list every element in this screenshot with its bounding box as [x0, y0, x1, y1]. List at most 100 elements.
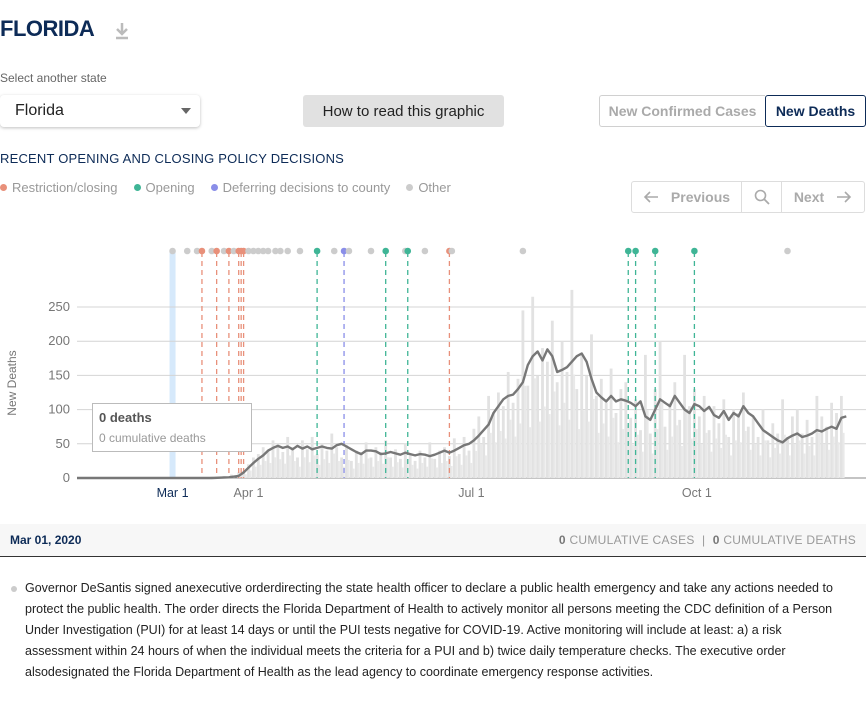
daily-bar	[710, 451, 713, 478]
daily-bar	[570, 289, 574, 478]
deaths-chart[interactable]: 0 50 100 150 200 250 New Deaths Mar 1 Apr 1 Jul 1…	[0, 235, 866, 515]
legend-deferring: Deferring decisions to county	[210, 180, 390, 195]
cumulative-deaths-label: CUMULATIVE DEATHS	[723, 533, 856, 547]
cumulative-cases-value: 0	[558, 533, 566, 547]
daily-bar	[516, 378, 520, 478]
policy-event-dot	[330, 247, 338, 255]
daily-bar	[538, 421, 541, 478]
state-select-value: Florida	[15, 102, 64, 119]
daily-bar	[315, 454, 319, 478]
daily-bar	[558, 425, 561, 478]
policy-event-dot	[632, 247, 639, 255]
policy-event-dot	[784, 247, 791, 255]
daily-bar	[247, 464, 250, 478]
daily-bar	[308, 462, 311, 478]
daily-bar	[697, 416, 701, 478]
page-title: FLORIDA	[0, 16, 95, 41]
y-tick-label: 250	[48, 299, 70, 314]
policy-event-dot	[313, 247, 321, 255]
download-icon[interactable]	[113, 21, 131, 41]
daily-bar	[462, 436, 466, 478]
policy-event-dot	[519, 247, 527, 255]
toggle-new-cases[interactable]: New Confirmed Cases	[599, 95, 765, 127]
legend-opening: Opening	[133, 180, 195, 195]
next-button[interactable]: Next	[782, 182, 864, 212]
daily-bar	[418, 450, 422, 478]
daily-bar	[274, 457, 277, 478]
y-tick-label: 200	[48, 333, 70, 348]
policy-event-dot	[245, 247, 252, 255]
daily-bar	[707, 430, 711, 478]
daily-bar	[408, 454, 412, 478]
daily-bar	[421, 462, 424, 478]
daily-bar	[506, 371, 510, 478]
zoom-button[interactable]	[742, 182, 782, 212]
daily-bar	[543, 406, 546, 478]
daily-bar	[367, 458, 370, 478]
daily-bar	[369, 457, 373, 478]
daily-bar	[599, 378, 603, 478]
daily-bar	[744, 430, 747, 478]
daily-bar	[531, 296, 535, 478]
daily-bar	[798, 440, 801, 478]
daily-bar	[800, 433, 804, 478]
daily-bar	[661, 402, 664, 478]
daily-bar	[337, 461, 340, 478]
daily-bar	[340, 457, 343, 478]
daily-bar	[283, 463, 286, 478]
caret-down-icon	[181, 108, 191, 114]
daily-bar	[572, 374, 576, 478]
daily-bar	[359, 452, 363, 478]
daily-bar	[352, 468, 355, 478]
selected-date: Mar 01, 2020	[10, 533, 82, 547]
daily-bar	[546, 361, 549, 478]
daily-bar	[440, 462, 443, 478]
daily-bar	[305, 449, 309, 478]
how-to-read-button[interactable]: How to read this graphic	[303, 95, 504, 127]
daily-bar	[764, 440, 767, 478]
daily-bar	[511, 402, 515, 478]
daily-bar	[293, 461, 296, 478]
daily-bar	[840, 395, 843, 478]
daily-bar	[372, 466, 375, 478]
previous-button[interactable]: Previous	[632, 182, 742, 212]
daily-bar	[778, 453, 781, 478]
daily-bar	[269, 462, 272, 478]
cumulative-cases-label: CUMULATIVE CASES	[569, 533, 695, 547]
daily-bar	[347, 459, 350, 478]
policy-event-dot	[367, 247, 375, 255]
daily-bar	[482, 436, 486, 478]
daily-bar	[296, 457, 299, 478]
daily-bar	[695, 429, 698, 478]
daily-bar	[771, 423, 775, 478]
daily-bar	[399, 458, 402, 478]
daily-bar	[729, 455, 732, 478]
daily-bar	[651, 453, 654, 478]
daily-bar	[717, 423, 721, 478]
daily-bar	[631, 444, 634, 478]
daily-bar	[641, 451, 644, 478]
daily-bar	[376, 461, 380, 478]
selected-day-highlight	[169, 250, 176, 478]
state-select[interactable]: Florida	[0, 95, 200, 127]
daily-bar	[766, 440, 770, 478]
daily-bar	[489, 432, 492, 478]
daily-bar	[435, 467, 438, 478]
daily-bar	[702, 395, 706, 478]
daily-bar	[379, 452, 383, 478]
daily-bar	[423, 457, 427, 478]
daily-bar	[452, 438, 456, 478]
daily-bar	[362, 463, 365, 478]
legend-label: Opening	[145, 180, 195, 195]
daily-bar	[705, 432, 708, 478]
daily-bar	[678, 419, 682, 478]
daily-bar	[320, 443, 324, 478]
daily-bar	[504, 438, 507, 478]
daily-bar	[756, 436, 760, 478]
policy-event-dot	[169, 247, 176, 255]
daily-bar	[700, 444, 703, 478]
toggle-new-deaths[interactable]: New Deaths	[765, 95, 866, 127]
daily-bar	[614, 413, 618, 478]
daily-bar	[783, 434, 786, 478]
next-label: Next	[793, 189, 825, 205]
